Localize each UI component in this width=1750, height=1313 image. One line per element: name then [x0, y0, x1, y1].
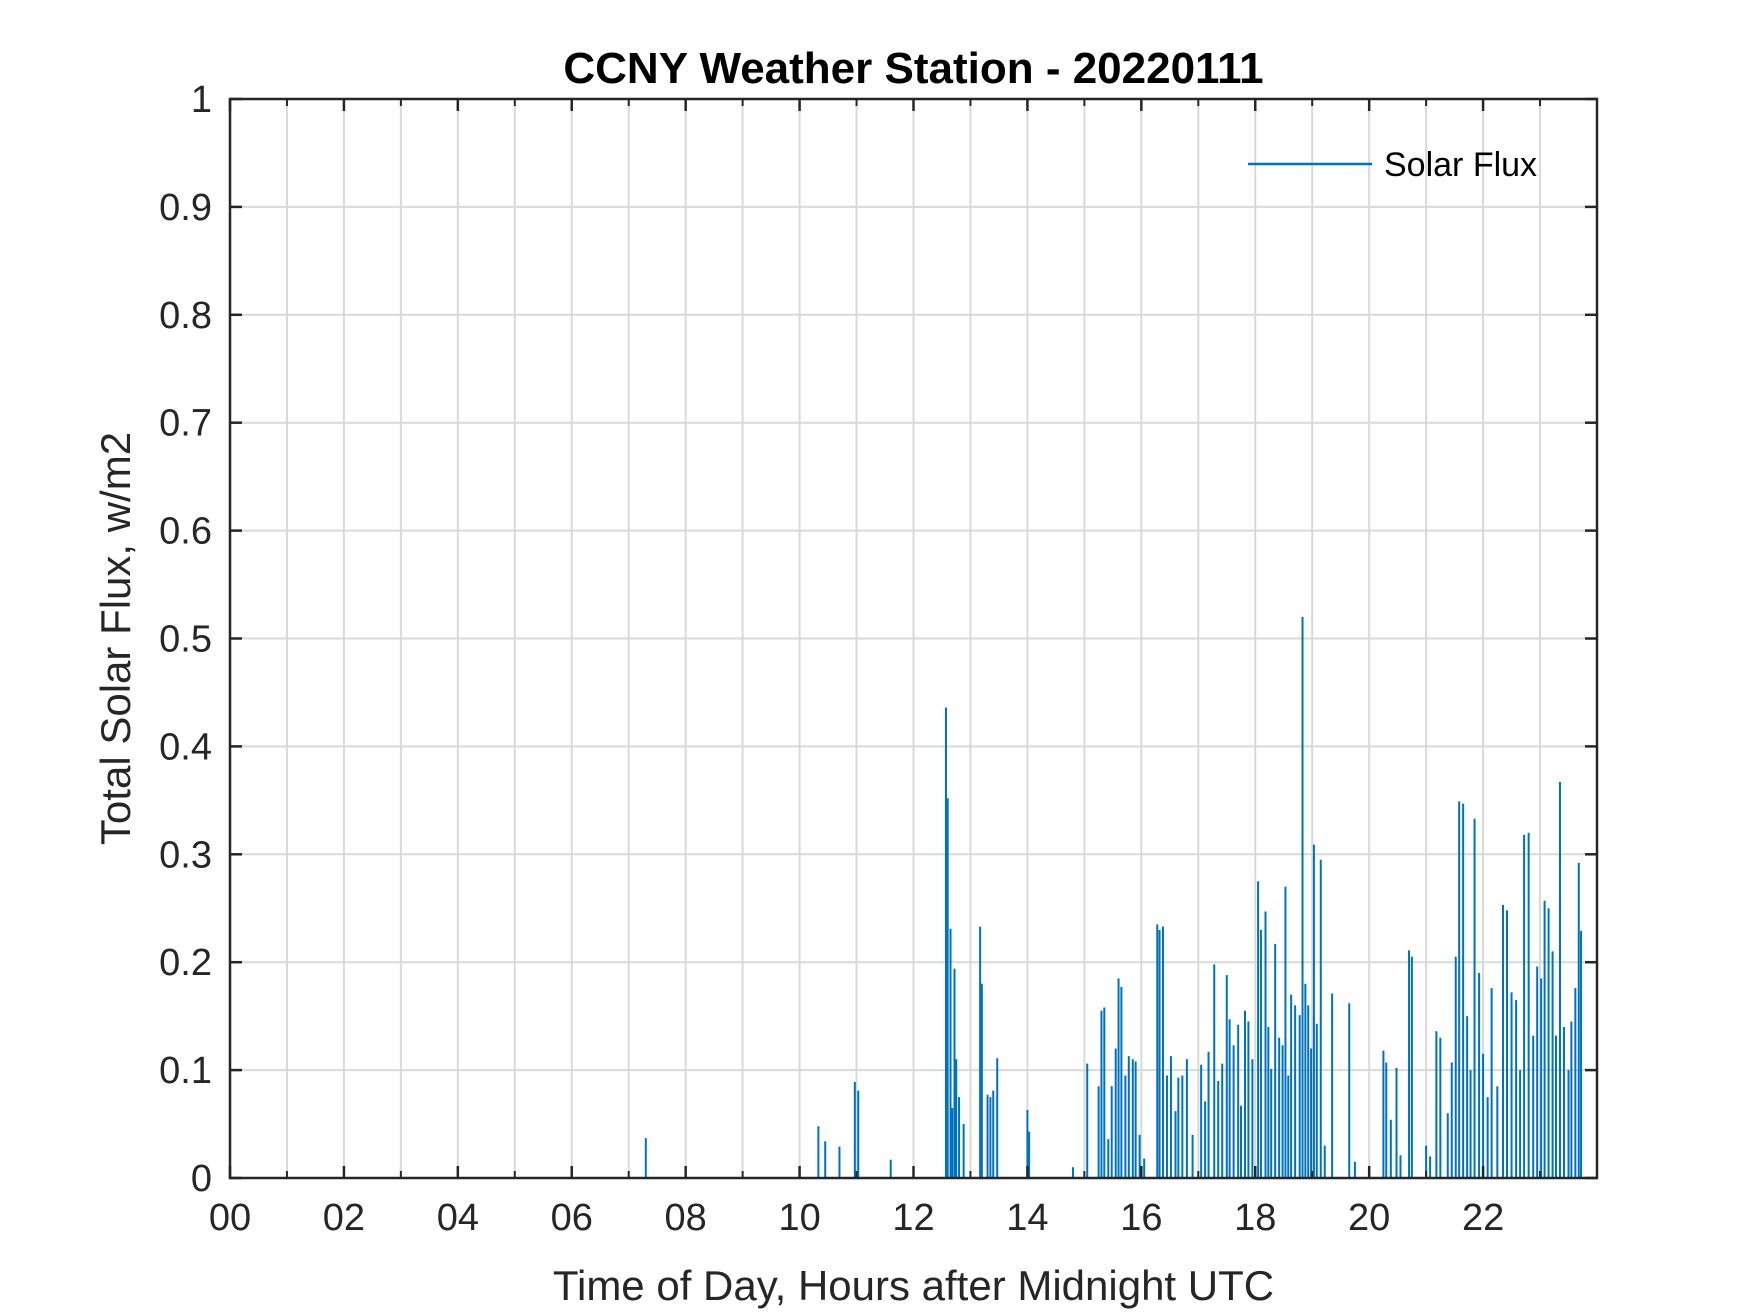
y-tick-label: 0.8 — [159, 295, 212, 337]
y-tick-label: 0.6 — [159, 511, 212, 553]
x-tick-label: 02 — [323, 1197, 365, 1239]
chart-title: CCNY Weather Station - 20220111 — [563, 44, 1263, 93]
y-axis-label: Total Solar Flux, w/m2 — [92, 432, 139, 845]
legend: Solar Flux — [1248, 146, 1537, 184]
x-tick-label: 12 — [892, 1197, 934, 1239]
y-tick-label: 0 — [191, 1158, 212, 1200]
y-tick-label: 0.1 — [159, 1050, 212, 1092]
x-tick-label: 04 — [437, 1197, 479, 1239]
y-tick-label: 0.2 — [159, 942, 212, 984]
x-tick-label: 20 — [1348, 1197, 1390, 1239]
y-tick-label: 0.3 — [159, 834, 212, 876]
ticks: 00 02 04 06 08 10 12 14 16 18 20 22 0 0.1 0.2 0.3 0.4 0.5… — [159, 79, 1597, 1239]
x-tick-label: 08 — [665, 1197, 707, 1239]
y-tick-label: 1 — [191, 79, 212, 121]
legend-label: Solar Flux — [1384, 146, 1537, 184]
y-tick-label: 0.5 — [159, 619, 212, 661]
grid — [230, 99, 1597, 1178]
x-tick-label: 14 — [1006, 1197, 1048, 1239]
x-tick-label: 22 — [1462, 1197, 1504, 1239]
y-tick-label: 0.9 — [159, 187, 212, 229]
x-tick-label: 18 — [1234, 1197, 1276, 1239]
x-tick-label: 00 — [209, 1197, 251, 1239]
x-tick-label: 16 — [1120, 1197, 1162, 1239]
y-tick-label: 0.7 — [159, 403, 212, 445]
y-tick-label: 0.4 — [159, 726, 212, 768]
x-tick-label: 06 — [551, 1197, 593, 1239]
x-axis-label: Time of Day, Hours after Midnight UTC — [553, 1262, 1274, 1309]
x-tick-label: 10 — [778, 1197, 820, 1239]
